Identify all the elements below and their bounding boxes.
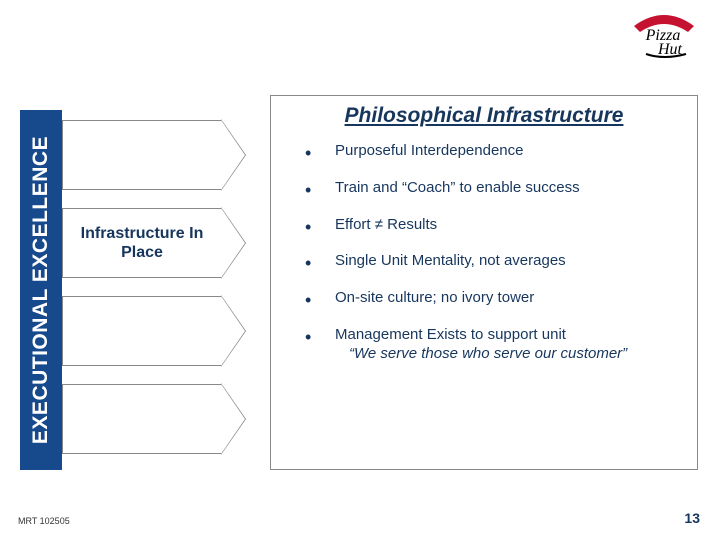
bullet-text: Single Unit Mentality, not averages: [335, 252, 566, 269]
sidebar-vertical-band: EXECUTIONAL EXCELLENCE: [20, 110, 62, 470]
sidebar-label: EXECUTIONAL EXCELLENCE: [29, 136, 53, 444]
chevron-item: Infrastructure In Place: [62, 208, 247, 278]
bullet-text: On-site culture; no ivory tower: [335, 289, 534, 306]
list-item: Purposeful Interdependence: [305, 142, 679, 161]
bullet-text: Effort ≠ Results: [335, 216, 437, 233]
chevron-item: [62, 120, 247, 190]
content-title: Philosophical Infrastructure: [271, 104, 697, 128]
page-number: 13: [684, 510, 700, 526]
bullet-text: Management Exists to support unit: [335, 326, 566, 343]
list-item: On-site culture; no ivory tower: [305, 289, 679, 308]
chevron-label: Infrastructure In Place: [62, 208, 222, 278]
footer-code: MRT 102505: [18, 516, 70, 526]
chevron-item: [62, 296, 247, 366]
chevron-item: [62, 384, 247, 454]
bullet-subtext: “We serve those who serve our customer”: [335, 345, 679, 364]
chevron-label: [62, 384, 222, 454]
bullet-list: Purposeful Interdependence Train and “Co…: [271, 142, 697, 363]
list-item: Management Exists to support unit “We ser…: [305, 326, 679, 364]
chevron-label: [62, 120, 222, 190]
list-item: Effort ≠ Results: [305, 216, 679, 235]
list-item: Single Unit Mentality, not averages: [305, 252, 679, 271]
list-item: Train and “Coach” to enable success: [305, 179, 679, 198]
chevron-stack: Infrastructure In Place: [62, 120, 247, 472]
content-panel: Philosophical Infrastructure Purposeful …: [270, 95, 698, 470]
bullet-text: Train and “Coach” to enable success: [335, 179, 580, 196]
brand-logo: Pizza Hut: [628, 10, 700, 63]
chevron-label: [62, 296, 222, 366]
bullet-text: Purposeful Interdependence: [335, 142, 523, 159]
